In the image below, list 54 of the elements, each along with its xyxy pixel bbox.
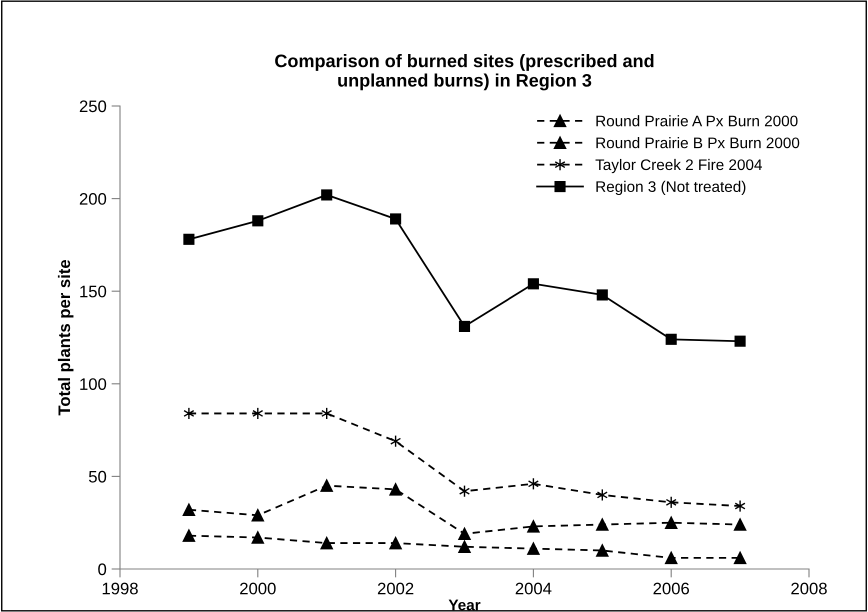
- legend-label: Round Prairie B Px Burn 2000: [596, 137, 800, 148]
- point: [389, 483, 402, 496]
- x-tick-label: 2004: [516, 582, 552, 594]
- point: [320, 479, 333, 492]
- x-tick-label: 2002: [378, 582, 414, 594]
- point: [596, 518, 609, 531]
- point: [182, 503, 196, 516]
- point: [182, 529, 196, 542]
- x-tick-label: 2006: [654, 582, 690, 594]
- point: [664, 552, 678, 564]
- point: [527, 542, 540, 555]
- point: [596, 544, 609, 557]
- point: [734, 552, 746, 564]
- point: [252, 531, 264, 544]
- point: [458, 320, 470, 332]
- x-tick-label: 2000: [240, 582, 276, 594]
- x-tick-label: 2008: [791, 582, 827, 594]
- point: [734, 336, 746, 347]
- point: [596, 488, 608, 502]
- legend-label: Round Prairie A Px Burn 2000: [596, 115, 798, 126]
- point: [666, 496, 677, 509]
- point: [320, 536, 333, 550]
- point: [528, 478, 539, 490]
- legend-label: Taylor Creek 2 Fire 2004: [596, 158, 762, 174]
- point: [596, 289, 608, 300]
- y-tick-label: 250: [80, 100, 106, 112]
- point: [528, 278, 539, 290]
- point: [527, 520, 540, 533]
- point: [252, 407, 264, 420]
- chart-title: Comparison of burned sites (prescribed and unplanned burns) in Region 3: [275, 54, 654, 90]
- x-tick-label: 1998: [102, 582, 138, 594]
- point: [389, 536, 402, 550]
- y-tick-label: 200: [80, 193, 106, 205]
- point: [664, 516, 678, 529]
- point: [734, 518, 746, 531]
- point: [183, 407, 194, 420]
- point: [390, 213, 402, 225]
- y-tick-label: 50: [88, 470, 106, 483]
- y-tick-label: 150: [80, 286, 106, 298]
- y-tick-label: 0: [98, 563, 106, 576]
- point: [321, 189, 332, 200]
- legend-label: Region 3 (Not treated): [596, 180, 746, 196]
- point: [458, 528, 471, 540]
- point: [734, 500, 746, 512]
- point: [321, 407, 332, 420]
- point: [183, 234, 194, 245]
- point: [390, 434, 402, 448]
- y-axis-title: Total plants per site: [58, 260, 74, 416]
- y-tick-label: 100: [80, 378, 106, 390]
- point: [666, 334, 677, 345]
- point: [458, 540, 471, 554]
- point: [252, 509, 264, 522]
- x-axis-title: Year: [448, 600, 480, 610]
- point: [252, 215, 264, 226]
